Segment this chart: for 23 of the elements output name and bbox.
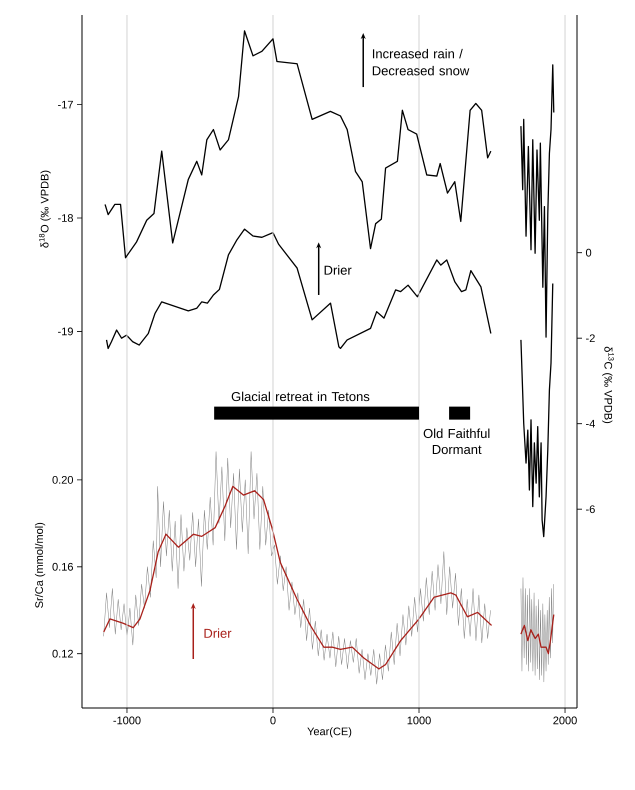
y2-tick-label: 0 [586, 248, 592, 257]
x-tick-label: 2000 [553, 716, 577, 724]
y2-tick-label: -4 [586, 420, 595, 428]
y3-tick-label: 0.12 [52, 650, 73, 658]
y-tick-label: -18 [58, 214, 73, 222]
x-tick-label: 0 [270, 716, 276, 724]
annotation: Increased rain / Decreased snow [372, 48, 470, 76]
y3-axis-title: Sr/Ca (mmol/mol) [34, 522, 46, 608]
y-tick-label: -17 [58, 100, 73, 108]
y2-tick-label: -6 [586, 505, 595, 514]
y-tick-label: -19 [58, 328, 73, 336]
x-axis-title: Year(CE) [307, 727, 352, 738]
y2-tick-label: -2 [586, 334, 595, 342]
annotation: Drier [204, 628, 232, 638]
annotation: Old Faithful Dormant [424, 428, 490, 454]
x-tick-label: 1000 [408, 716, 431, 724]
y3-tick-label: 0.20 [52, 476, 74, 484]
annotation: Drier [324, 265, 352, 275]
y3-tick-label: 0.16 [52, 562, 73, 571]
x-tick-label: -1000 [113, 716, 141, 724]
y2-axis-title: δ$^{13}$C (‰ VPDB) [602, 346, 614, 424]
y-axis-title: δ$^{18}$O (‰ VPDB) [39, 170, 51, 248]
annotation: Glacial retreat in Tetons [232, 392, 370, 402]
